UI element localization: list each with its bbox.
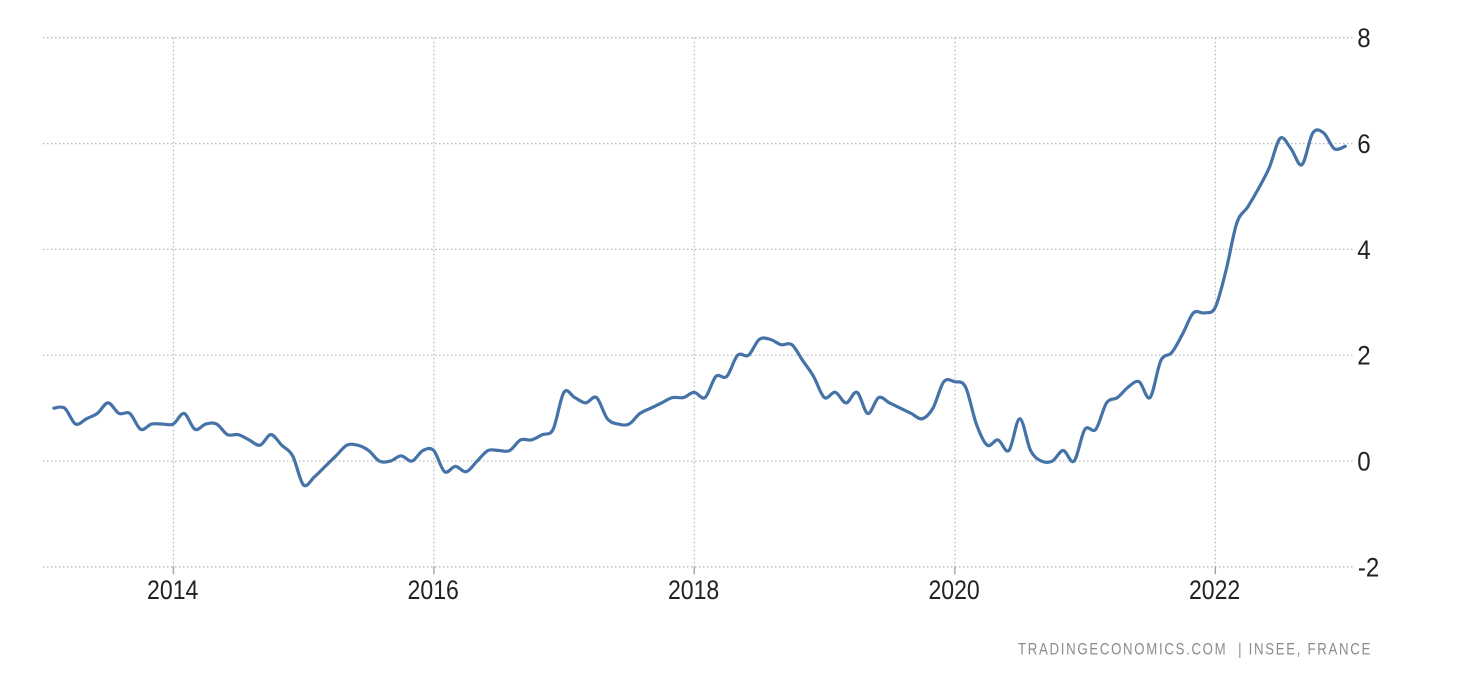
svg-text:4: 4 [1357,235,1370,265]
svg-text:TRADINGECONOMICS.COM | INSEE,: TRADINGECONOMICS.COM | INSEE, FRANCE [1018,640,1372,659]
svg-text:2018: 2018 [668,575,719,605]
svg-text:2014: 2014 [147,575,198,605]
svg-text:6: 6 [1357,129,1370,159]
svg-text:2020: 2020 [928,575,979,605]
svg-text:-2: -2 [1358,552,1379,582]
svg-text:2: 2 [1357,341,1370,371]
svg-text:2022: 2022 [1189,575,1240,605]
svg-text:0: 0 [1357,447,1370,477]
svg-text:2016: 2016 [408,575,459,605]
svg-text:8: 8 [1357,23,1370,53]
